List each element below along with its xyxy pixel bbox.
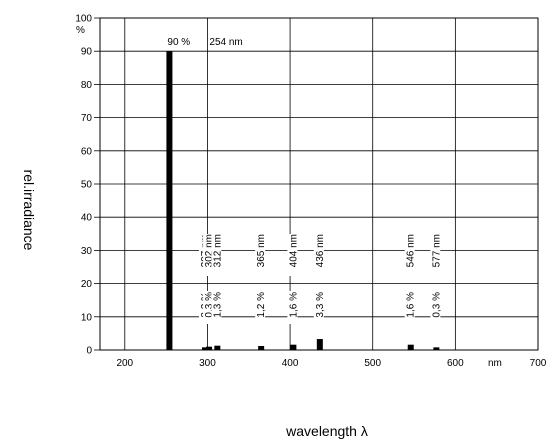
x-tick-label: 200: [116, 358, 133, 369]
label-background: [255, 291, 266, 324]
bar-wavelength-label: 365 nm: [256, 234, 267, 267]
bar: [258, 346, 265, 350]
bar: [407, 344, 414, 350]
label-background: [203, 234, 214, 276]
y-tick-label: 10: [81, 312, 93, 323]
x-tick-label: 600: [447, 358, 464, 369]
y-tick-label: 100: [75, 14, 92, 25]
annotations: 90 %254 nm297 nm0,2 %302 nm0,3 %312 nm1,…: [167, 37, 442, 324]
bar: [290, 344, 297, 350]
label-background: [211, 234, 222, 276]
label-background: [430, 234, 441, 276]
bars: [166, 51, 440, 350]
bar: [201, 347, 208, 350]
label-background: [430, 291, 441, 324]
bar-pct-label: 1,6 %: [288, 292, 299, 318]
x-axis-title: wavelength λ: [285, 423, 368, 439]
label-background: [203, 291, 214, 324]
x-tick-label: 300: [199, 358, 216, 369]
bar: [214, 345, 221, 350]
bar: [433, 347, 440, 350]
label-background: [287, 234, 298, 276]
bar-wavelength-label: 577 nm: [431, 234, 442, 267]
label-background: [255, 234, 266, 276]
y-tick-label: 40: [81, 213, 93, 224]
bar-wavelength-label: 404 nm: [288, 234, 299, 267]
bar-wavelength-label: 546 nm: [406, 234, 417, 267]
x-tick-label: 700: [530, 358, 547, 369]
bar-wavelength-label: 312 nm: [212, 234, 223, 267]
bar-pct-label: 90 %: [167, 37, 190, 48]
y-tick-label: 70: [81, 113, 93, 124]
x-tick-labels: 200 300 400 500 600 700: [116, 358, 546, 369]
label-background: [313, 234, 324, 276]
y-tick-labels: 0 10 20 30 40 50 60 70 80 90 100: [75, 14, 100, 357]
y-tick-label: 20: [81, 279, 93, 290]
y-axis-title: rel.irradiance: [21, 170, 37, 251]
bar-pct-label: 1,2 %: [256, 292, 267, 318]
bar-pct-label: 3,3 %: [315, 292, 326, 318]
bar-pct-label: 1,6 %: [406, 292, 417, 318]
label-background: [211, 291, 222, 324]
y-tick-label: 80: [81, 80, 93, 91]
x-tick-label: 500: [364, 358, 381, 369]
y-tick-label: 60: [81, 146, 93, 157]
bar-pct-label: 1,3 %: [212, 292, 223, 318]
y-unit-label: %: [76, 25, 85, 36]
x-unit-label: nm: [488, 358, 502, 369]
bar-wavelength-label: 302 nm: [204, 234, 215, 267]
label-background: [404, 291, 415, 324]
bar-pct-label: 0,3 %: [204, 292, 215, 318]
bar-wavelength-label: 254 nm: [209, 37, 242, 48]
bar: [316, 339, 323, 350]
y-tick-label: 0: [86, 346, 92, 357]
bar-wavelength-label: 436 nm: [315, 234, 326, 267]
y-tick-label: 50: [81, 180, 93, 191]
bar-pct-label: 0,3 %: [431, 292, 442, 318]
label-background: [404, 234, 415, 276]
y-tick-label: 30: [81, 246, 93, 257]
bar: [206, 346, 213, 350]
label-background: [313, 291, 324, 324]
y-tick-label: 90: [81, 47, 93, 58]
label-background: [287, 291, 298, 324]
bar: [166, 51, 173, 350]
x-tick-label: 400: [282, 358, 299, 369]
